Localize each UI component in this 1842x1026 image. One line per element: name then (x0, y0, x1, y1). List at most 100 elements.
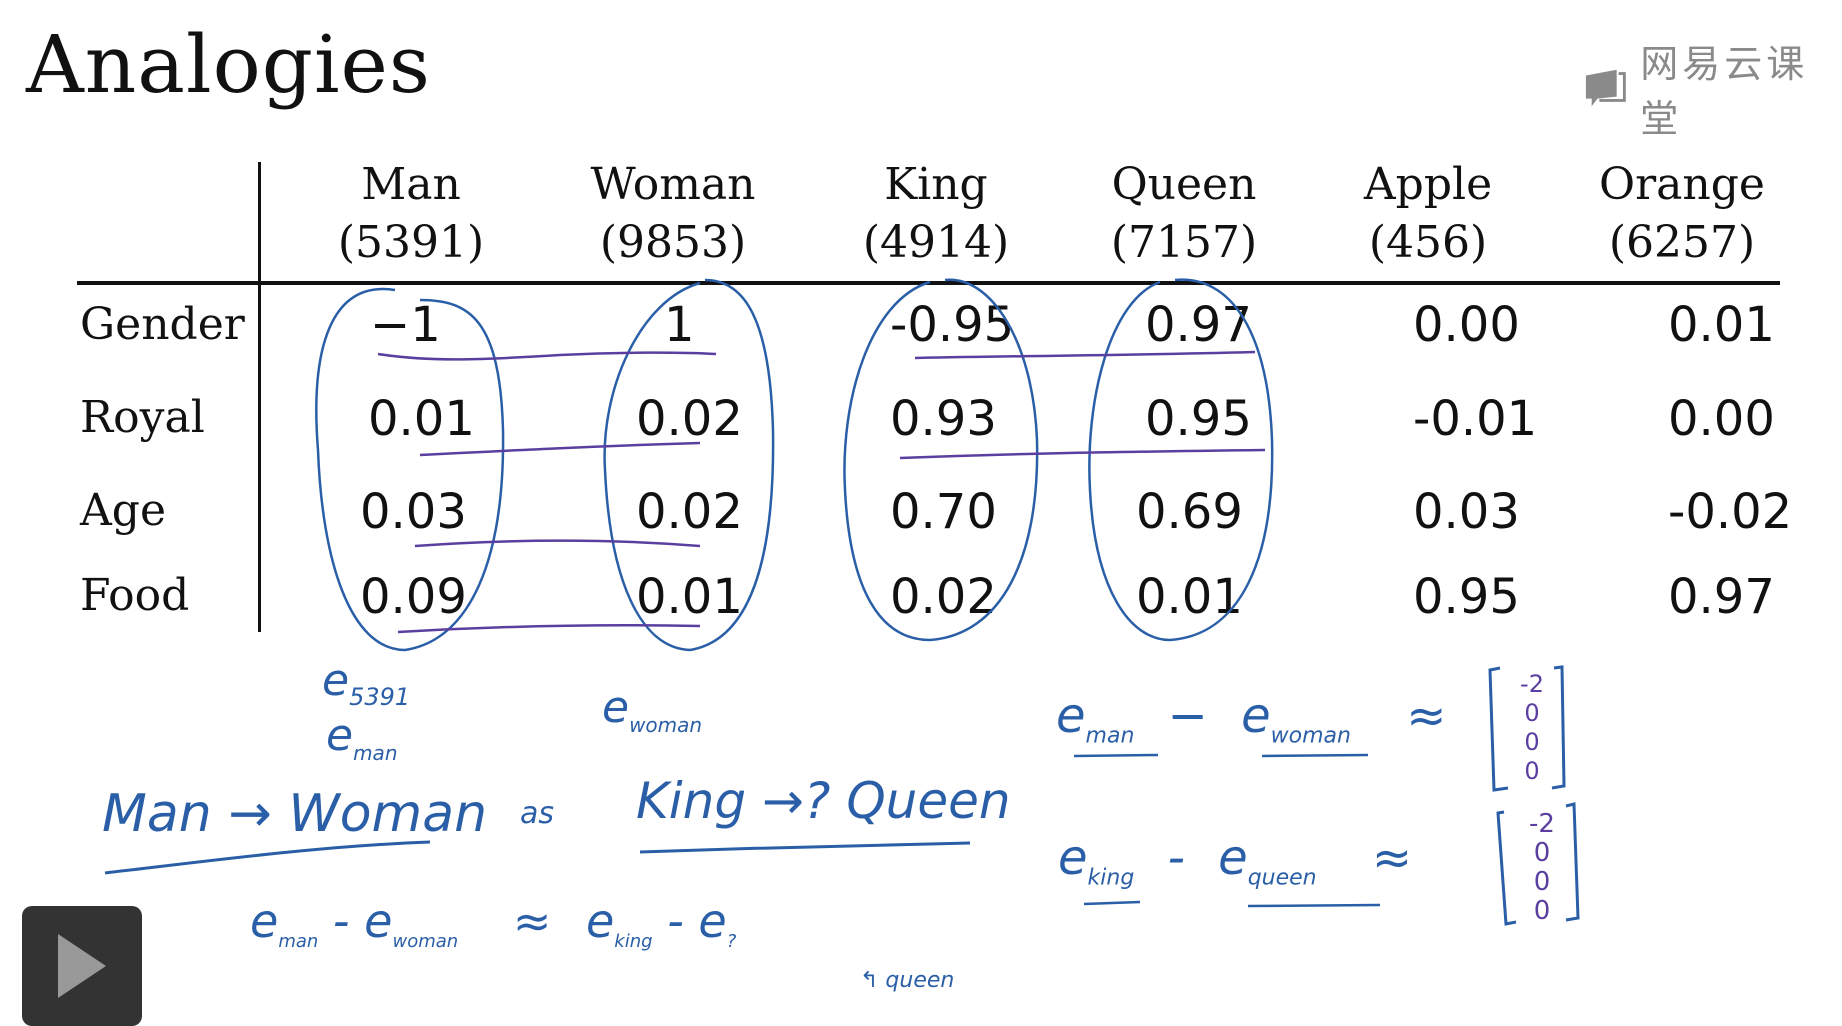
table-cell: 0.01 (1668, 297, 1775, 353)
row-label-royal: Royal (80, 392, 205, 443)
subscript: 5391 (349, 682, 411, 711)
logo-text: 网易云课堂 (1640, 42, 1809, 141)
row-label-age: Age (80, 485, 166, 536)
approx-sign: ≈ (1406, 688, 1447, 744)
column-header-woman: Woman (9853) (563, 156, 783, 272)
table-cell: 0.02 (636, 391, 743, 447)
e-symbol: e (585, 894, 615, 948)
table-cell: 0.03 (360, 484, 467, 540)
book-chat-icon (1585, 69, 1626, 107)
table-cell: 0.02 (890, 569, 997, 625)
subscript: man (353, 740, 398, 765)
slide-title: Analogies (26, 18, 431, 111)
column-word: Apple (1363, 159, 1493, 210)
e-symbol: e (1218, 830, 1248, 886)
table-cell: 0.09 (360, 569, 467, 625)
e-symbol: e (602, 682, 630, 733)
table-cell: 0.95 (1413, 569, 1520, 625)
column-word: Queen (1111, 159, 1257, 210)
minus-sign: - (667, 894, 684, 948)
subscript: man (1085, 723, 1135, 749)
table-header-rule (77, 281, 1780, 285)
e-symbol: e (1058, 830, 1088, 886)
e-symbol: e (1056, 688, 1086, 744)
table-cell: 0.70 (890, 484, 997, 540)
table-cell: 0.97 (1668, 569, 1775, 625)
column-word: Woman (590, 159, 756, 210)
vector-entry: 0 (1533, 867, 1551, 897)
approx-sign: ≈ (1371, 830, 1413, 886)
table-cell: 0.01 (368, 391, 475, 447)
row-label-gender: Gender (80, 299, 245, 350)
row-label-food: Food (80, 570, 190, 621)
column-index: (7157) (1110, 217, 1258, 268)
column-header-apple: Apple (456) (1318, 156, 1538, 272)
e-symbol: e (698, 894, 727, 948)
subscript: king (614, 931, 653, 953)
subscript: king (1087, 865, 1135, 891)
queen-note: ↰ queen (860, 968, 955, 993)
analogy-man-woman: Man → Woman (102, 784, 488, 844)
e-symbol: e (364, 894, 393, 948)
equation-king-queen: eking - equeen ≈ (1058, 830, 1412, 891)
table-cell: 0.02 (636, 484, 743, 540)
table-cell: 0.00 (1413, 297, 1520, 353)
subscript: woman (629, 712, 703, 737)
column-header-orange: Orange (6257) (1572, 156, 1792, 272)
column-word: Man (361, 159, 461, 210)
table-cell: 0.01 (636, 569, 743, 625)
column-word: Orange (1599, 159, 1765, 210)
minus-sign: - (1167, 830, 1185, 886)
vector-2: -2 0 0 0 (1518, 810, 1566, 926)
column-index: (4914) (862, 217, 1010, 268)
column-header-queen: Queen (7157) (1074, 156, 1294, 272)
annotation-ewoman: ewoman (602, 682, 702, 737)
play-button[interactable] (22, 906, 142, 1026)
table-vertical-rule (258, 162, 261, 632)
vector-entry: 0 (1524, 757, 1540, 785)
table-cell: 0.69 (1136, 484, 1243, 540)
table-cell: -0.01 (1413, 391, 1538, 447)
column-word: King (884, 159, 988, 210)
e-symbol: e (1241, 688, 1271, 744)
subscript: woman (392, 931, 459, 953)
minus-sign: − (1167, 688, 1208, 744)
analogy-underlines (104, 840, 971, 875)
equation-man-woman: eman − ewoman ≈ (1056, 688, 1446, 749)
column-index: (456) (1368, 217, 1488, 268)
column-index: (9853) (599, 217, 747, 268)
netease-logo: 网易云课堂 (1584, 42, 1842, 141)
table-cell: -0.02 (1668, 484, 1793, 540)
table-cell: 0.00 (1668, 391, 1775, 447)
table-cell: 0.93 (890, 391, 997, 447)
table-cell: 0.03 (1413, 484, 1520, 540)
e-symbol: e (250, 894, 279, 948)
vector-entry: 0 (1524, 728, 1540, 756)
subscript: ? (726, 931, 737, 953)
column-index: (6257) (1608, 217, 1756, 268)
approx-sign: ≈ (512, 894, 552, 948)
annotation-e5391: e5391 (322, 655, 410, 711)
subscript: queen (1247, 865, 1317, 891)
table-cell: 0.95 (1145, 391, 1252, 447)
column-index: (5391) (337, 217, 485, 268)
table-cell: 0.01 (1136, 569, 1243, 625)
e-symbol: e (322, 655, 350, 706)
subscript: woman (1270, 723, 1351, 749)
vector-1: -2 0 0 0 (1510, 670, 1554, 786)
vector-entry: -2 (1520, 670, 1544, 698)
vector-entry: 0 (1533, 838, 1551, 868)
subscript: man (278, 931, 319, 953)
table-cell: 1 (664, 297, 695, 353)
vector-entry: 0 (1533, 896, 1551, 926)
vector-entry: -2 (1529, 809, 1555, 839)
e-symbol: e (326, 710, 354, 761)
table-cell: −1 (370, 297, 441, 353)
analogy-as: as (520, 796, 555, 831)
vector-entry: 0 (1524, 699, 1540, 727)
minus-sign: - (332, 894, 350, 948)
column-header-man: Man (5391) (301, 156, 521, 272)
annotation-eman: eman (326, 710, 398, 765)
equation-bottom: eman - ewoman ≈ eking - e? (250, 894, 736, 952)
table-cell: 0.97 (1145, 297, 1252, 353)
